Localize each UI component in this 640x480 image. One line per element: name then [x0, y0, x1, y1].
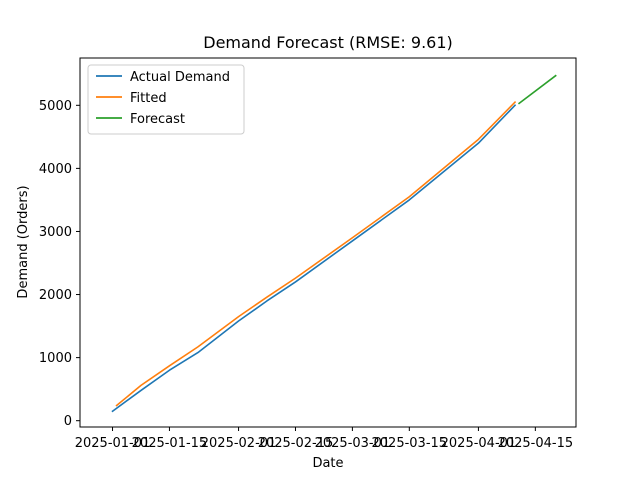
y-axis: 0 1000 2000 3000 4000 5000	[39, 99, 80, 429]
x-tick-label: 2025-03-15	[372, 436, 448, 451]
y-tick-label: 1000	[39, 351, 72, 366]
series-line-0	[111, 104, 517, 413]
y-tick-label: 0	[64, 414, 72, 429]
x-axis: 2025-01-012025-01-152025-02-012025-02-15…	[75, 427, 573, 451]
series-line-1	[115, 101, 517, 407]
legend-label: Forecast	[130, 112, 185, 127]
series-line-2	[517, 74, 557, 105]
plot-frame	[79, 57, 577, 428]
chart-title: Demand Forecast (RMSE: 9.61)	[203, 33, 453, 52]
x-tick-label: 2025-01-15	[132, 436, 208, 451]
y-tick-label: 4000	[39, 162, 72, 177]
x-tick-label: 2025-02-15	[258, 436, 334, 451]
legend-label: Actual Demand	[130, 70, 230, 85]
y-axis-label: Demand (Orders)	[16, 185, 31, 298]
legend: Actual Demand Fitted Forecast	[87, 64, 245, 135]
plot-area	[111, 74, 557, 413]
x-axis-label: Date	[312, 456, 343, 471]
x-tick-label: 2025-01-01	[75, 436, 151, 451]
x-tick-label: 2025-02-01	[201, 436, 277, 451]
legend-label: Fitted	[130, 91, 167, 106]
x-tick-label: 2025-03-01	[315, 436, 391, 451]
y-tick-label: 5000	[39, 99, 72, 114]
x-tick-label: 2025-04-01	[441, 436, 517, 451]
legend-box	[87, 64, 245, 135]
y-tick-label: 3000	[39, 225, 72, 240]
x-tick-label: 2025-04-15	[498, 436, 574, 451]
y-tick-label: 2000	[39, 288, 72, 303]
